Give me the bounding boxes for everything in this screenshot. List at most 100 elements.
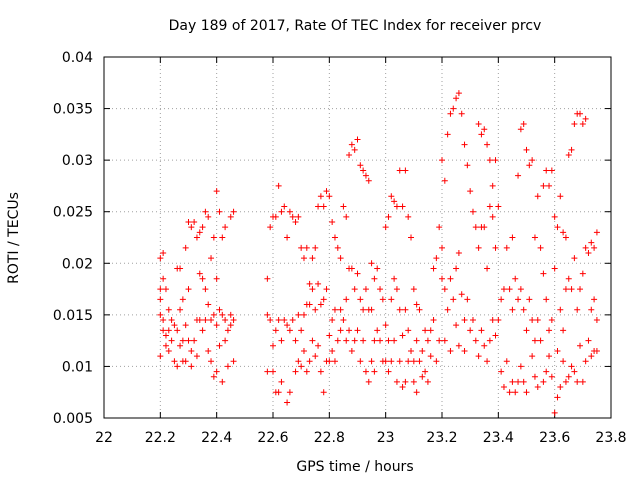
data-point bbox=[484, 141, 491, 148]
data-point bbox=[306, 358, 313, 365]
data-point bbox=[531, 337, 538, 344]
data-point bbox=[543, 167, 550, 174]
data-point bbox=[582, 244, 589, 251]
data-point bbox=[309, 337, 316, 344]
data-point bbox=[168, 317, 175, 324]
data-point bbox=[402, 306, 409, 313]
data-point bbox=[419, 373, 426, 380]
data-point bbox=[396, 358, 403, 365]
data-point bbox=[427, 327, 434, 334]
data-point bbox=[351, 146, 358, 153]
data-point bbox=[320, 296, 327, 303]
data-point bbox=[208, 358, 215, 365]
data-point bbox=[188, 347, 195, 354]
data-points bbox=[157, 90, 600, 416]
data-point bbox=[481, 224, 488, 231]
data-point bbox=[551, 265, 558, 272]
data-point bbox=[546, 182, 553, 189]
data-point bbox=[357, 296, 364, 303]
data-point bbox=[385, 368, 392, 375]
data-point bbox=[393, 378, 400, 385]
data-point bbox=[472, 224, 479, 231]
data-point bbox=[413, 301, 420, 308]
y-tick-label: 0.015 bbox=[53, 308, 93, 324]
data-point bbox=[365, 378, 372, 385]
data-point bbox=[320, 203, 327, 210]
data-point bbox=[193, 234, 200, 241]
data-point bbox=[264, 368, 271, 375]
data-point bbox=[284, 322, 291, 329]
data-point bbox=[540, 182, 547, 189]
data-point bbox=[498, 296, 505, 303]
data-point bbox=[351, 286, 358, 293]
data-point bbox=[551, 409, 558, 416]
data-point bbox=[351, 337, 358, 344]
data-point bbox=[529, 317, 536, 324]
data-point bbox=[562, 234, 569, 241]
data-point bbox=[196, 229, 203, 236]
data-point bbox=[157, 353, 164, 360]
data-point bbox=[331, 234, 338, 241]
data-point bbox=[298, 363, 305, 370]
data-point bbox=[444, 306, 451, 313]
x-tick-label: 22.2 bbox=[145, 430, 176, 446]
data-point bbox=[286, 208, 293, 215]
data-point bbox=[447, 347, 454, 354]
data-point bbox=[348, 141, 355, 148]
y-axis-label: ROTI / TECUs bbox=[6, 192, 22, 284]
data-point bbox=[385, 213, 392, 220]
data-point bbox=[337, 306, 344, 313]
data-point bbox=[551, 213, 558, 220]
data-point bbox=[517, 126, 524, 133]
data-point bbox=[543, 368, 550, 375]
data-point bbox=[467, 327, 474, 334]
data-point bbox=[210, 373, 217, 380]
data-point bbox=[408, 347, 415, 354]
data-point bbox=[222, 337, 229, 344]
data-point bbox=[334, 244, 341, 251]
data-point bbox=[343, 213, 350, 220]
data-point bbox=[213, 322, 220, 329]
data-point bbox=[391, 275, 398, 282]
data-point bbox=[346, 151, 353, 158]
data-point bbox=[199, 275, 206, 282]
data-point bbox=[360, 167, 367, 174]
data-point bbox=[289, 317, 296, 324]
data-point bbox=[436, 337, 443, 344]
data-point bbox=[182, 244, 189, 251]
data-point bbox=[385, 337, 392, 344]
data-point bbox=[267, 224, 274, 231]
data-point bbox=[450, 296, 457, 303]
data-point bbox=[205, 347, 212, 354]
data-point bbox=[554, 347, 561, 354]
data-point bbox=[565, 151, 572, 158]
data-point bbox=[396, 167, 403, 174]
data-point bbox=[391, 337, 398, 344]
data-point bbox=[557, 306, 564, 313]
data-point bbox=[484, 358, 491, 365]
data-point bbox=[419, 347, 426, 354]
data-point bbox=[588, 353, 595, 360]
data-point bbox=[458, 291, 465, 298]
data-point bbox=[506, 286, 513, 293]
data-point bbox=[264, 275, 271, 282]
data-point bbox=[317, 193, 324, 200]
data-point bbox=[348, 265, 355, 272]
data-point bbox=[343, 296, 350, 303]
data-point bbox=[227, 311, 234, 318]
data-point bbox=[509, 234, 516, 241]
data-point bbox=[329, 219, 336, 226]
data-point bbox=[531, 234, 538, 241]
y-tick-label: 0.01 bbox=[62, 359, 93, 375]
data-point bbox=[368, 358, 375, 365]
x-axis: 22 22.2 22.4 22.6 22.8 23 23.2 23.4 23.6 23.8 bbox=[95, 57, 627, 446]
data-point bbox=[329, 317, 336, 324]
data-point bbox=[439, 157, 445, 164]
data-point bbox=[393, 286, 400, 293]
data-point bbox=[309, 255, 316, 262]
data-point bbox=[422, 368, 429, 375]
data-point bbox=[444, 131, 451, 138]
data-point bbox=[208, 255, 215, 262]
x-tick-label: 23.6 bbox=[539, 430, 570, 446]
data-point bbox=[267, 317, 274, 324]
